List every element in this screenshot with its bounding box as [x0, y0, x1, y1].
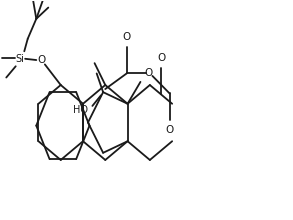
Text: Si: Si [16, 54, 24, 64]
Text: HO: HO [73, 105, 88, 115]
Text: O: O [122, 32, 131, 42]
Text: O: O [37, 55, 45, 65]
Text: O: O [145, 68, 153, 79]
Text: O: O [157, 53, 165, 63]
Text: O: O [166, 125, 174, 135]
